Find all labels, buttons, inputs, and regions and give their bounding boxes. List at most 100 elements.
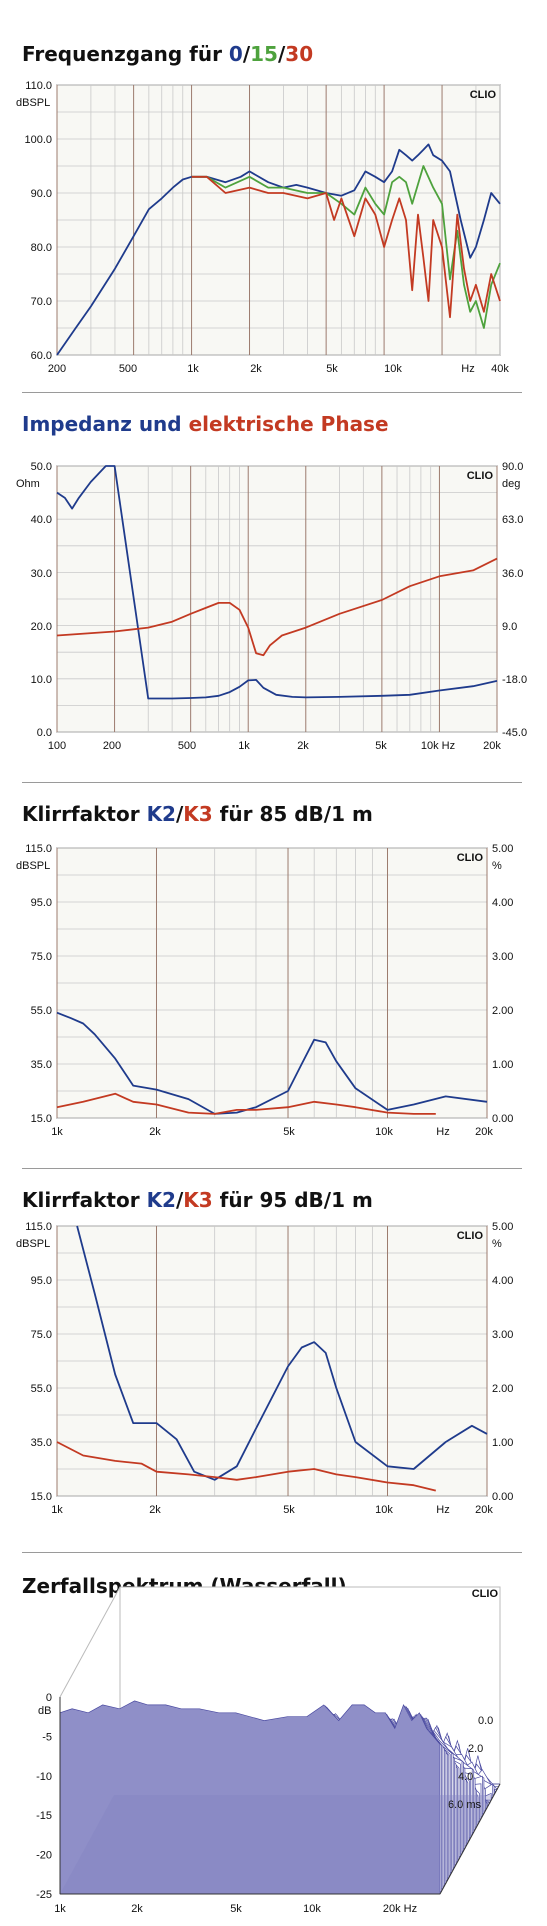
y2-tick-label: 1.00 bbox=[492, 1437, 513, 1449]
y2-tick-label: 9.0 bbox=[502, 621, 517, 633]
waterfall-panel: Zerfallspektrum (Wasserfall) 0 -5 -10 -15 -2… bbox=[0, 1552, 547, 1926]
x-tick-label: 5k bbox=[326, 363, 338, 375]
series-line-impedanz bbox=[56, 465, 498, 700]
x-tick-label: 5k bbox=[283, 1126, 295, 1138]
y-tick-label: 35.0 bbox=[31, 1059, 52, 1071]
y-tick-label: 110.0 bbox=[25, 80, 52, 92]
y-tick-label: 80.0 bbox=[31, 242, 52, 254]
chart-title-part: Klirrfaktor bbox=[22, 1188, 147, 1212]
divider bbox=[22, 1552, 522, 1553]
x-tick-label: 40k bbox=[491, 363, 509, 375]
y-tick-label: 0.0 bbox=[37, 727, 52, 739]
y-axis-unit: dBSPL bbox=[16, 97, 50, 109]
chart-title-part: Frequenzgang für bbox=[22, 42, 229, 66]
chart-title-part: K2 bbox=[146, 1188, 176, 1212]
x-tick-label: 500 bbox=[178, 740, 196, 752]
waterfall-floor bbox=[60, 1795, 494, 1894]
distortion-95db-panel: Klirrfaktor K2/K3 für 95 dB/1 m 115.0 95.… bbox=[0, 1166, 547, 1556]
y-tick-label: -10 bbox=[36, 1771, 52, 1783]
x-tick-label: 10k bbox=[303, 1903, 321, 1915]
x-tick-label: 1k bbox=[187, 363, 199, 375]
y2-tick-label: 0.00 bbox=[492, 1491, 513, 1503]
y-tick-label: 75.0 bbox=[31, 951, 52, 963]
y2-tick-label: 36.0 bbox=[502, 568, 523, 580]
series-line-0 bbox=[56, 143, 501, 356]
y2-tick-label: -18.0 bbox=[502, 674, 527, 686]
chart-title-part: 15 bbox=[250, 42, 278, 66]
x-tick-label: 2k bbox=[149, 1504, 161, 1516]
x-tick-label: 10k bbox=[384, 363, 402, 375]
y-tick-label: 10.0 bbox=[31, 674, 52, 686]
y-tick-label: -15 bbox=[36, 1810, 52, 1822]
chart-title-part: 0 bbox=[228, 42, 243, 66]
x-tick-label: 2k bbox=[250, 363, 262, 375]
distortion-85db-panel: Klirrfaktor K2/K3 für 85 dB/1 m 115.0 95.… bbox=[0, 780, 547, 1170]
y2-tick-label: 3.00 bbox=[492, 951, 513, 963]
grid bbox=[56, 847, 488, 1119]
clio-logo: CLIO bbox=[457, 1230, 484, 1242]
x-tick-label: Hz bbox=[461, 363, 474, 375]
y-tick-label: 70.0 bbox=[31, 296, 52, 308]
grid bbox=[56, 1225, 488, 1497]
waterfall-slice bbox=[59, 1700, 441, 1895]
x-tick-label: 10k bbox=[375, 1126, 393, 1138]
time-axis bbox=[439, 1783, 501, 1895]
distortion-95db-chart: 115.0 95.0 75.0 55.0 35.0 15.0 dBSPL 5.00 4.00 3.… bbox=[16, 1221, 513, 1516]
chart-title-part: Impedanz und bbox=[22, 412, 189, 436]
series-line-15 bbox=[191, 165, 501, 329]
y-tick-label: -20 bbox=[36, 1850, 52, 1862]
y2-tick-label: 2.00 bbox=[492, 1005, 513, 1017]
x-tick-label: 20k bbox=[483, 740, 501, 752]
series-line-phase bbox=[56, 557, 498, 657]
waterfall-chart: 0 -5 -10 -15 -20 -25 dB 1k 2k 5k 10k 20k Hz 0.0 2.0 4.… bbox=[36, 1586, 501, 1915]
y2-tick-label: 2.00 bbox=[492, 1383, 513, 1395]
x-tick-label: 1k bbox=[238, 740, 250, 752]
x-tick-label: Hz bbox=[436, 1504, 449, 1516]
y2-axis-unit: deg bbox=[502, 478, 520, 490]
y-axis-unit: dBSPL bbox=[16, 1238, 50, 1250]
y-tick-label: -5 bbox=[42, 1731, 52, 1743]
x-tick-label: 5k bbox=[375, 740, 387, 752]
y-tick-label: 95.0 bbox=[31, 897, 52, 909]
y2-tick-label: 4.00 bbox=[492, 897, 513, 909]
y-tick-label: 55.0 bbox=[31, 1383, 52, 1395]
x-tick-label: 10k Hz bbox=[421, 740, 455, 752]
x-tick-label: 500 bbox=[119, 363, 137, 375]
distortion-85db-chart: 115.0 95.0 75.0 55.0 35.0 15.0 dBSPL 5.00 4.00 3.… bbox=[16, 843, 513, 1138]
y2-tick-label: 63.0 bbox=[502, 514, 523, 526]
y-tick-label: 75.0 bbox=[31, 1329, 52, 1341]
y2-tick-label: 5.00 bbox=[492, 843, 513, 855]
x-tick-label: 5k bbox=[283, 1504, 295, 1516]
chart-title: Klirrfaktor K2/K3 für 95 dB/1 m bbox=[22, 1188, 373, 1212]
y-tick-label: 15.0 bbox=[31, 1113, 52, 1125]
time-tick-label: 4.0 bbox=[458, 1771, 473, 1783]
chart-title-part: / bbox=[175, 802, 184, 826]
y-tick-label: 60.0 bbox=[31, 350, 52, 362]
y2-tick-label: 1.00 bbox=[492, 1059, 513, 1071]
y-axis-unit: dBSPL bbox=[16, 860, 50, 872]
y-tick-label: 115.0 bbox=[25, 843, 52, 855]
y2-tick-label: 5.00 bbox=[492, 1221, 513, 1233]
chart-title-part: elektrische Phase bbox=[188, 412, 389, 436]
divider bbox=[22, 1168, 522, 1169]
divider bbox=[22, 392, 522, 393]
y-tick-label: 0 bbox=[46, 1692, 52, 1704]
chart-title-part: / bbox=[242, 42, 251, 66]
clio-logo: CLIO bbox=[457, 852, 484, 864]
chart-title-part: / bbox=[175, 1188, 184, 1212]
frequency-response-chart: 110.0 100.0 90.0 80.0 70.0 60.0 dBSPL 200 500 1k 2… bbox=[16, 80, 509, 375]
time-tick-label: 0.0 bbox=[478, 1715, 493, 1727]
time-tick-label: 6.0 ms bbox=[448, 1799, 482, 1811]
series-line-k3 bbox=[56, 1441, 437, 1492]
y2-tick-label: -45.0 bbox=[502, 727, 527, 739]
chart-title: Impedanz und elektrische Phase bbox=[22, 412, 389, 436]
series-line-k2 bbox=[76, 1225, 488, 1481]
y2-tick-label: 3.00 bbox=[492, 1329, 513, 1341]
series-line-k3 bbox=[56, 1092, 436, 1115]
grid bbox=[56, 84, 501, 356]
chart-title-part: für 85 dB/1 m bbox=[212, 802, 373, 826]
y-tick-label: 30.0 bbox=[31, 568, 52, 580]
x-tick-label: 20k bbox=[475, 1504, 493, 1516]
x-tick-label: 10k bbox=[375, 1504, 393, 1516]
chart-title-part: 30 bbox=[285, 42, 314, 66]
